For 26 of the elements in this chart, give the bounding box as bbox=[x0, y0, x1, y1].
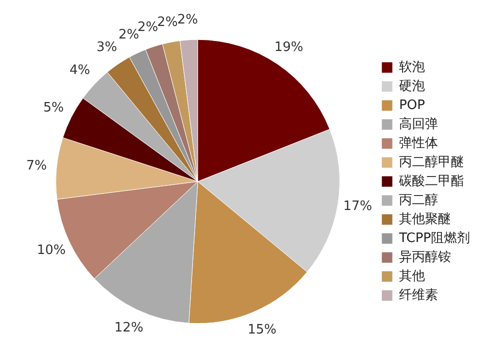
legend-label: 其他 bbox=[399, 268, 426, 284]
data-label: 5% bbox=[43, 100, 64, 116]
legend-label: POP bbox=[399, 98, 426, 113]
data-label: 2% bbox=[118, 27, 140, 42]
legend-label: 碳酸二甲酯 bbox=[398, 174, 464, 189]
legend-label: 异丙醇铵 bbox=[399, 250, 452, 265]
data-label: 7% bbox=[26, 158, 47, 174]
data-label: 19% bbox=[274, 40, 304, 55]
data-label: 2% bbox=[157, 14, 178, 30]
legend-label: 软泡 bbox=[399, 60, 426, 75]
legend-label: 硬泡 bbox=[399, 78, 426, 94]
data-label: 2% bbox=[177, 12, 198, 28]
legend-label: 丙二醇 bbox=[399, 192, 438, 208]
data-label: 15% bbox=[248, 322, 277, 338]
legend-label: 其他聚醚 bbox=[399, 212, 452, 227]
legend-label: TCPP阻燃剂 bbox=[398, 230, 470, 246]
data-label: 10% bbox=[36, 242, 66, 258]
legend-label: 高回弹 bbox=[399, 116, 438, 132]
data-label: 17% bbox=[343, 199, 372, 214]
data-label: 3% bbox=[96, 40, 118, 55]
legend-label: 丙二醇甲醚 bbox=[399, 154, 464, 170]
data-label: 4% bbox=[69, 63, 90, 78]
legend-label: 纤维素 bbox=[399, 288, 438, 303]
legend-label: 弹性体 bbox=[399, 136, 438, 151]
data-label: 2% bbox=[137, 20, 158, 35]
data-label: 12% bbox=[114, 320, 144, 336]
